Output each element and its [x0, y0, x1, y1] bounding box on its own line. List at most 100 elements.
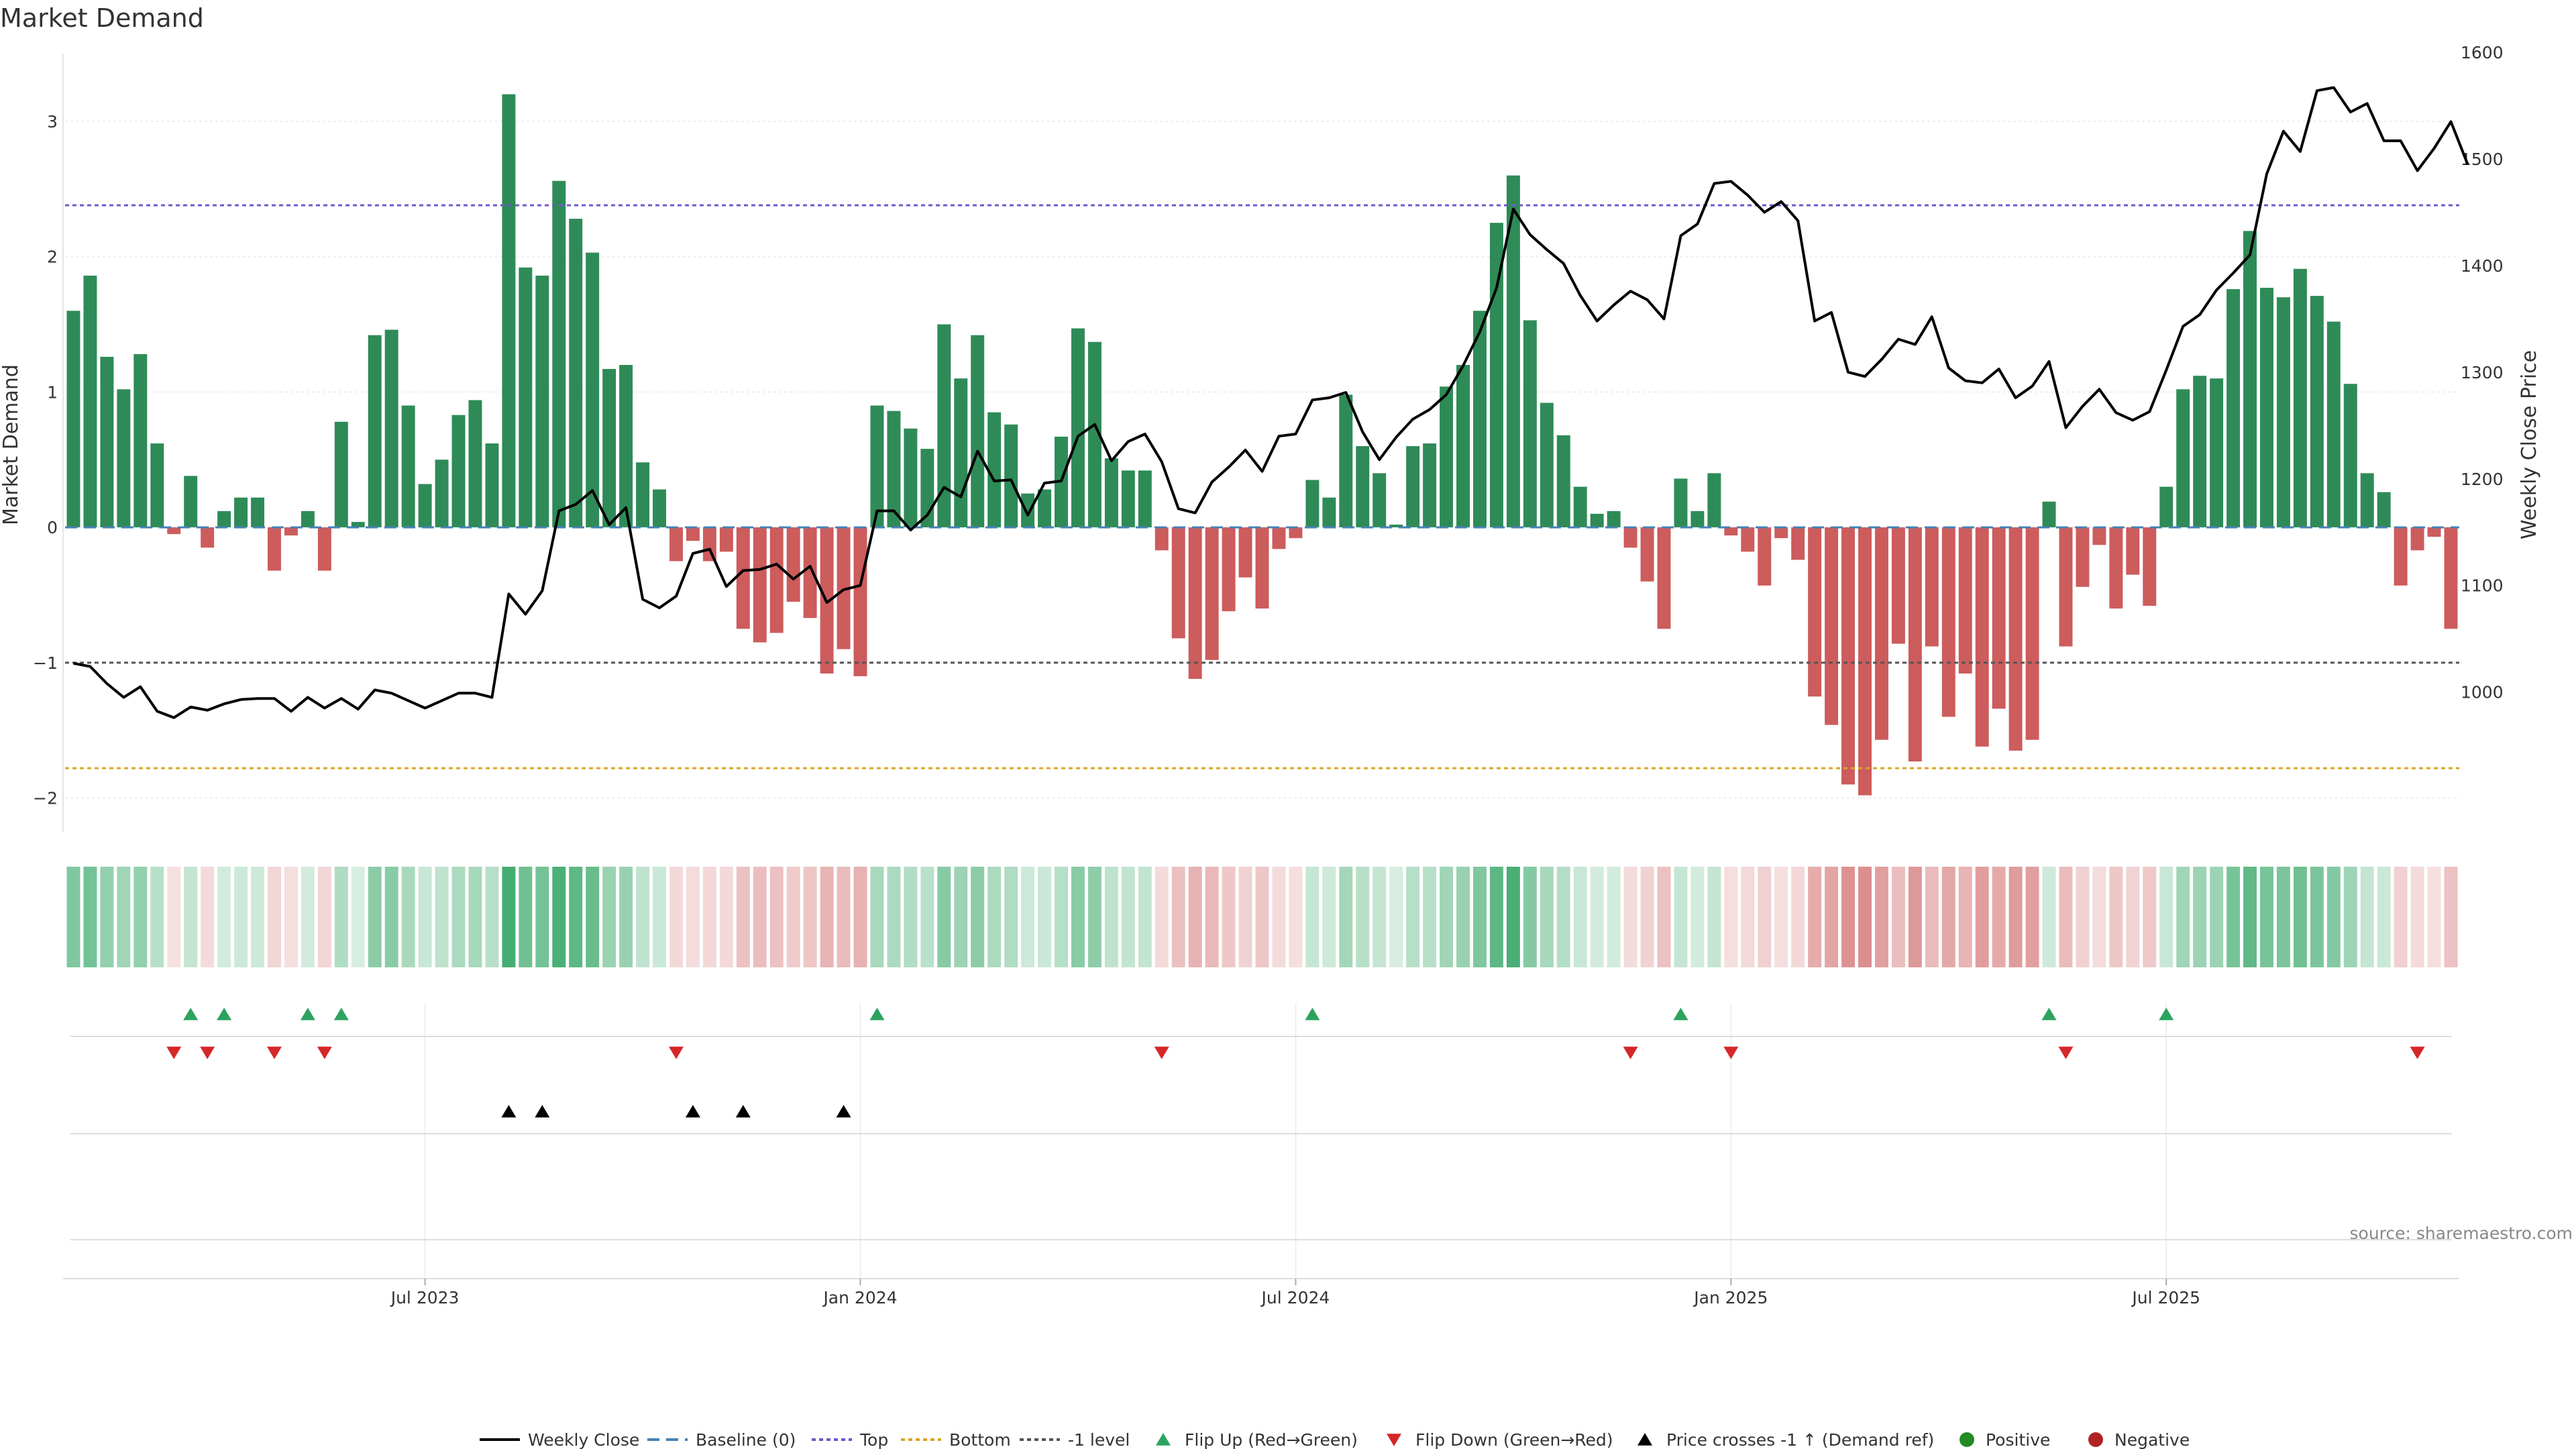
heat-cell [837, 867, 851, 967]
demand-bar [1205, 527, 1219, 660]
demand-bar [1255, 527, 1269, 609]
demand-bar [2326, 321, 2341, 528]
demand-bar [1104, 458, 1118, 528]
heat-cell [1021, 867, 1035, 967]
heat-cell [1841, 867, 1856, 967]
demand-bar [284, 527, 298, 536]
flip-up-marker [183, 1008, 199, 1020]
demand-bar [1707, 473, 1721, 528]
heat-cell [1155, 867, 1169, 967]
heat-cell [2310, 867, 2324, 967]
demand-bar [1423, 443, 1437, 528]
demand-bar [2176, 389, 2190, 528]
demand-bar [1540, 402, 1554, 528]
heat-cell [1272, 867, 1286, 967]
demand-bar [653, 489, 666, 528]
demand-bar [1440, 386, 1454, 528]
demand-bar [753, 527, 767, 643]
heat-cell [2444, 867, 2458, 967]
demand-bar [1758, 527, 1772, 586]
demand-bar [435, 460, 449, 528]
demand-bar [1874, 527, 1888, 740]
demand-bar [1825, 527, 1839, 725]
y2-tick-label: 1200 [2461, 470, 2504, 489]
heat-cell [201, 867, 215, 967]
demand-bar [351, 522, 365, 528]
heat-cell [1724, 867, 1738, 967]
demand-bar [1640, 527, 1654, 582]
heat-cell [1808, 867, 1822, 967]
heat-cell [1087, 867, 1102, 967]
y2-tick-label: 1300 [2461, 363, 2504, 382]
heat-cell [184, 867, 198, 967]
demand-bar [971, 335, 985, 528]
heat-cell [2226, 867, 2241, 967]
flip-up-marker [217, 1008, 232, 1020]
heat-cell [1255, 867, 1269, 967]
demand-bar [1171, 527, 1185, 639]
chart-title: Market Demand [0, 3, 204, 33]
legend-label-positive: Positive [1986, 1430, 2050, 1449]
price-cross-marker [501, 1105, 517, 1118]
demand-bar [2210, 378, 2224, 528]
y2-tick-label: 1100 [2461, 576, 2504, 596]
heat-cell [920, 867, 934, 967]
heat-cell [1472, 867, 1487, 967]
heat-cell [1004, 867, 1018, 967]
demand-bar [837, 527, 851, 649]
heat-cell [1891, 867, 1905, 967]
demand-bar [535, 275, 549, 528]
demand-bar [401, 405, 415, 528]
y-tick-label: −1 [33, 653, 58, 673]
heat-cell [1305, 867, 1320, 967]
demand-bar [1573, 486, 1587, 528]
y-tick-label: −2 [33, 789, 58, 808]
heat-cell [234, 867, 248, 967]
heat-cell [133, 867, 148, 967]
flip-up-marker [1305, 1008, 1320, 1020]
demand-bar [2293, 268, 2307, 528]
heat-cell [1657, 867, 1671, 967]
heat-cell [2176, 867, 2190, 967]
demand-bar [803, 527, 817, 619]
demand-bar [1021, 493, 1035, 528]
heat-cell [1590, 867, 1604, 967]
demand-bar [2410, 527, 2424, 551]
demand-bar [1087, 341, 1102, 528]
legend-label-weekly-close: Weekly Close [528, 1430, 639, 1449]
x-tick-label: Jan 2025 [1693, 1288, 1768, 1307]
heat-cell [451, 867, 466, 967]
legend: Weekly Close Baseline (0) Top Bottom -1 leve… [480, 1430, 2190, 1449]
legend-swatch-negative [2088, 1432, 2103, 1447]
heat-cell [100, 867, 114, 967]
flip-down-marker [2410, 1046, 2425, 1059]
demand-bar [2444, 527, 2458, 629]
heat-cell [1941, 867, 1955, 967]
heat-cell [569, 867, 583, 967]
demand-bar [736, 527, 750, 629]
heat-cell [586, 867, 600, 967]
demand-bar [569, 219, 583, 528]
heat-cell [2193, 867, 2207, 967]
demand-bar [184, 476, 198, 528]
demand-bar [1038, 489, 1052, 528]
demand-bar [1724, 527, 1738, 536]
demand-bar [2377, 492, 2391, 528]
heat-cell [1121, 867, 1135, 967]
heat-cell [1071, 867, 1085, 967]
heat-cell [2243, 867, 2257, 967]
flip-down-marker [1723, 1046, 1739, 1059]
demand-bar [334, 421, 348, 528]
demand-bar [1808, 527, 1822, 697]
demand-bar [1791, 527, 1805, 560]
heat-cell [2377, 867, 2391, 967]
heat-cell [1038, 867, 1052, 967]
demand-bar [1523, 320, 1537, 528]
demand-bar [1590, 513, 1604, 528]
heat-cell [1389, 867, 1403, 967]
heat-cell [1674, 867, 1688, 967]
flip-up-marker [300, 1008, 315, 1020]
weekly-close-line [73, 86, 2469, 719]
heat-cell [1607, 867, 1621, 967]
